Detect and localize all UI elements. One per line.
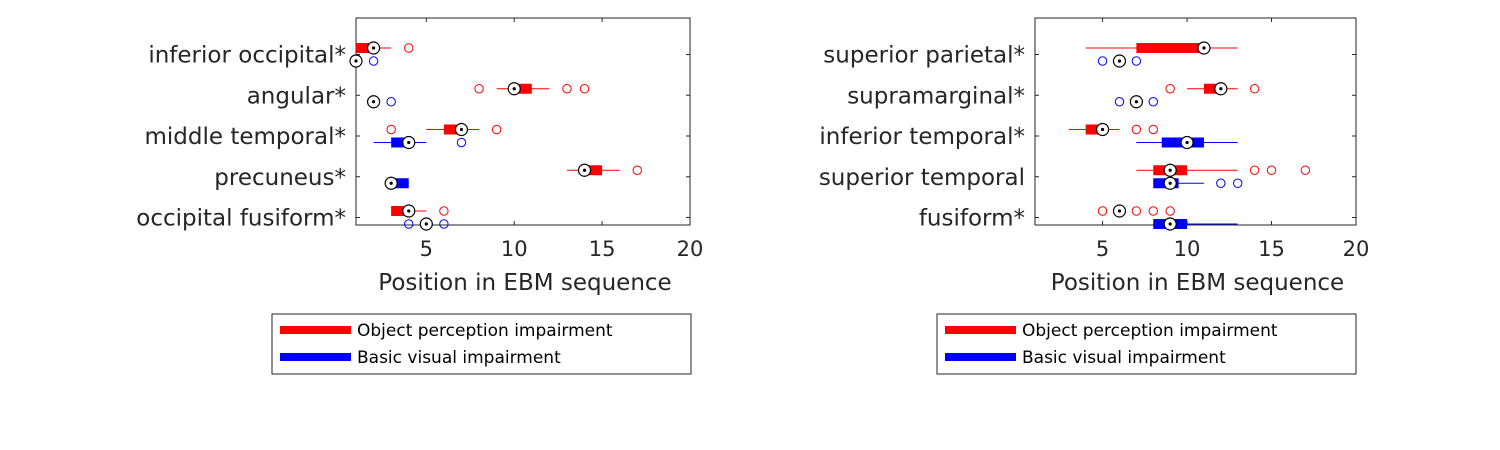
y-tick-label: supramarginal* bbox=[847, 83, 1025, 109]
outlier-point bbox=[562, 84, 572, 94]
y-tick-label: middle temporal* bbox=[144, 124, 346, 150]
outlier-point bbox=[632, 165, 642, 175]
box bbox=[514, 83, 532, 94]
outlier-point bbox=[456, 137, 467, 148]
legend-label: Object perception impairment bbox=[357, 321, 613, 341]
median-dot bbox=[407, 209, 411, 213]
median-dot bbox=[1168, 181, 1172, 185]
y-tick-label: angular* bbox=[247, 83, 346, 109]
outlier-point bbox=[1300, 165, 1311, 175]
y-tick-label: superior temporal bbox=[819, 165, 1025, 191]
outlier-point bbox=[1114, 97, 1125, 107]
outlier-point bbox=[404, 219, 414, 229]
outlier-point bbox=[368, 56, 379, 66]
median-dot bbox=[371, 100, 376, 104]
median-dot bbox=[1134, 100, 1138, 104]
median-dot bbox=[582, 168, 587, 172]
box bbox=[443, 124, 462, 135]
outlier-point bbox=[1148, 206, 1158, 216]
y-tick-label: fusiform* bbox=[919, 206, 1025, 232]
y-tick-label: inferior occipital* bbox=[148, 43, 346, 69]
x-tick-label: 15 bbox=[589, 237, 616, 261]
x-tick-label: 15 bbox=[1258, 237, 1285, 261]
median-dot bbox=[424, 222, 428, 226]
outlier-point bbox=[1131, 206, 1142, 216]
outlier-point bbox=[439, 206, 449, 216]
box bbox=[1085, 124, 1103, 135]
median-dot bbox=[389, 181, 393, 185]
box bbox=[391, 137, 409, 148]
outlier-point bbox=[1165, 206, 1175, 216]
outlier-point bbox=[1148, 97, 1158, 107]
x-tick-label: 20 bbox=[677, 237, 704, 261]
box bbox=[584, 165, 603, 176]
axes-frame bbox=[355, 17, 691, 226]
x-tick-label: 10 bbox=[501, 237, 528, 261]
y-tick-label: precuneus* bbox=[214, 165, 346, 191]
median-dot bbox=[1117, 59, 1122, 63]
legend: Object perception impairment Basic visual… bbox=[936, 313, 1357, 375]
x-axis-label: Position in EBM sequence bbox=[1051, 270, 1344, 296]
legend-label: Basic visual impairment bbox=[1022, 348, 1226, 368]
outlier-point bbox=[1165, 84, 1175, 94]
median-dot bbox=[407, 140, 411, 145]
outlier-point bbox=[1216, 178, 1226, 188]
outlier-point bbox=[439, 219, 449, 229]
legend-box bbox=[271, 313, 692, 375]
outlier-point bbox=[1249, 165, 1260, 175]
outlier-point bbox=[491, 124, 502, 135]
x-axis-label: Position in EBM sequence bbox=[378, 270, 671, 296]
x-tick-label: 5 bbox=[420, 237, 433, 261]
y-tick-label: inferior temporal* bbox=[819, 124, 1025, 150]
outlier-point bbox=[1097, 56, 1108, 66]
legend: Object perception impairment Basic visual… bbox=[271, 313, 692, 375]
median-dot bbox=[512, 87, 516, 91]
outlier-point bbox=[1097, 206, 1108, 216]
outlier-point bbox=[474, 84, 484, 94]
outlier-point bbox=[386, 97, 396, 107]
median-dot bbox=[371, 46, 376, 50]
outlier-point bbox=[386, 124, 396, 135]
outlier-point bbox=[579, 84, 590, 94]
outlier-point bbox=[1249, 84, 1260, 94]
x-tick-label: 5 bbox=[1096, 237, 1109, 261]
median-dot bbox=[1185, 140, 1189, 145]
box bbox=[356, 43, 374, 53]
box bbox=[391, 178, 409, 189]
box bbox=[1203, 83, 1221, 94]
median-dot bbox=[1100, 127, 1105, 132]
median-dot bbox=[1117, 209, 1122, 213]
outlier-point bbox=[1266, 165, 1277, 175]
legend-box bbox=[936, 313, 1357, 375]
x-tick-label: 10 bbox=[1174, 237, 1201, 261]
outlier-point bbox=[404, 43, 414, 53]
median-dot bbox=[459, 127, 464, 132]
right-chart-panel: 5 10 15 20 Position in EBM sequence superior … bbox=[819, 17, 1370, 375]
legend-label: Basic visual impairment bbox=[357, 348, 561, 368]
median-dot bbox=[1168, 222, 1172, 226]
median-dot bbox=[1202, 46, 1206, 50]
median-dot bbox=[1168, 168, 1172, 172]
box bbox=[1136, 43, 1204, 53]
outlier-point bbox=[1233, 178, 1243, 188]
median-dot bbox=[1219, 87, 1223, 91]
outlier-point bbox=[1131, 124, 1142, 135]
box bbox=[391, 206, 409, 216]
legend-label: Object perception impairment bbox=[1022, 321, 1278, 341]
x-tick-label: 20 bbox=[1343, 237, 1370, 261]
y-tick-label: occipital fusiform* bbox=[136, 206, 346, 232]
median-dot bbox=[354, 59, 358, 63]
outlier-point bbox=[1148, 124, 1158, 135]
outlier-point bbox=[1131, 56, 1142, 66]
y-tick-label: superior parietal* bbox=[823, 43, 1025, 69]
